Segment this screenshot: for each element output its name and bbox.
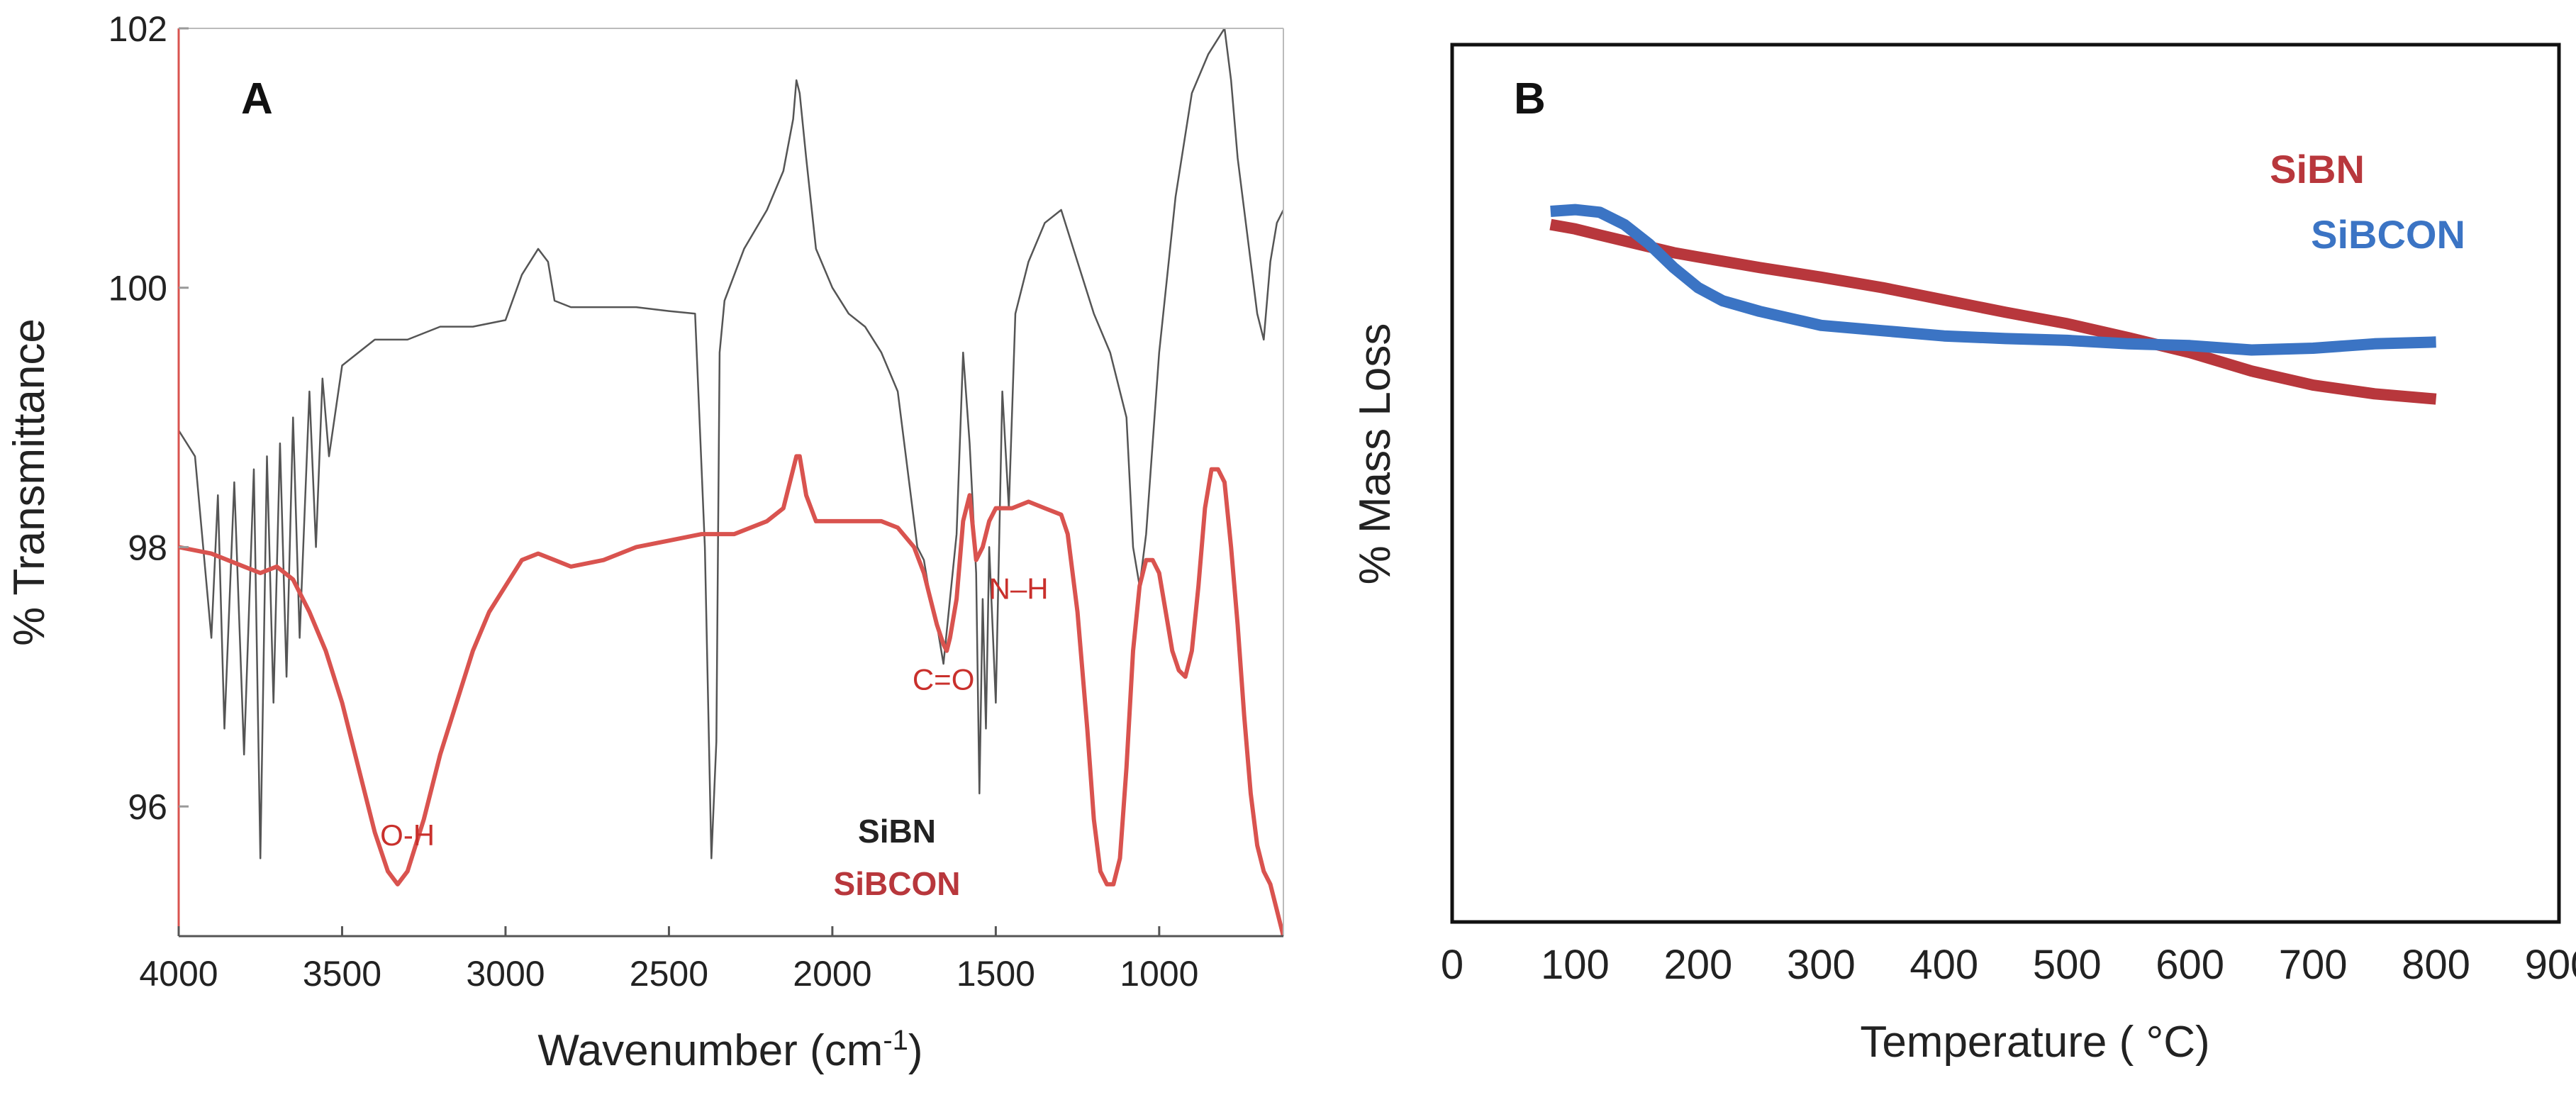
panel-b-line-sibcon bbox=[1550, 204, 2436, 356]
panel-a-x-tick-label: 4000 bbox=[139, 954, 218, 994]
panel-a-x-ticks: 4000 3500 3000 2500 2000 1500 1000 bbox=[139, 926, 1198, 994]
panel-b-x-ticks: 0 100 200 300 400 500 600 700 800 900 bbox=[1441, 942, 2576, 988]
panel-a-line-sibcon bbox=[179, 454, 1283, 936]
panel-a-x-tick-label: 3000 bbox=[466, 954, 545, 994]
panel-a-x-tick-label: 3500 bbox=[303, 954, 381, 994]
panel-b: 0 100 200 300 400 500 600 700 800 900 B SiBN SiBC… bbox=[1351, 43, 2576, 1067]
panel-b-x-label: Temperature ( °C) bbox=[1860, 1018, 2209, 1067]
panel-a-annotation: C=O bbox=[913, 663, 975, 696]
panel-a-x-tick-label: 2500 bbox=[630, 954, 708, 994]
panel-a-y-label: % Transmittance bbox=[5, 318, 54, 646]
panel-b-x-tick-label: 0 bbox=[1441, 942, 1463, 988]
panel-b-x-tick-label: 500 bbox=[2033, 942, 2102, 988]
panel-b-x-tick-label: 100 bbox=[1541, 942, 1610, 988]
panel-a-y-ticks: 96 98 100 102 bbox=[108, 9, 189, 827]
panel-a-y-tick-label: 96 bbox=[128, 787, 167, 827]
panel-b-legend-sibn: SiBN bbox=[2270, 147, 2365, 191]
panel-a-annotation: N–H bbox=[989, 572, 1049, 606]
panel-b-x-tick-label: 700 bbox=[2279, 942, 2348, 988]
panel-b-x-tick-label: 600 bbox=[2156, 942, 2224, 988]
panel-a-legend-sibn: SiBN bbox=[858, 813, 936, 850]
panel-a-x-tick-label: 1000 bbox=[1120, 954, 1198, 994]
panel-a-annotations: O-H C=O N–H bbox=[380, 572, 1048, 852]
panel-a-x-label: Wavenumber (cm-1) bbox=[537, 1025, 922, 1075]
panel-b-line-sibn bbox=[1549, 218, 2437, 405]
panel-b-frame bbox=[1450, 43, 2561, 924]
panel-a-y-tick-label: 100 bbox=[108, 269, 167, 309]
panel-b-series bbox=[1549, 204, 2437, 405]
panel-b-x-tick-label: 200 bbox=[1663, 942, 1732, 988]
panel-b-x-tick-label: 800 bbox=[2402, 942, 2470, 988]
panel-b-y-label: % Mass Loss bbox=[1351, 323, 1400, 585]
panel-b-x-tick-label: 400 bbox=[1909, 942, 1978, 988]
panel-a-x-tick-label: 2000 bbox=[793, 954, 871, 994]
panel-b-legend-sibcon: SiBCON bbox=[2311, 212, 2465, 257]
panel-a-y-tick-label: 98 bbox=[128, 528, 167, 567]
panel-a-y-tick-label: 102 bbox=[108, 9, 167, 49]
panel-b-x-tick-label: 300 bbox=[1787, 942, 1856, 988]
panel-a-line-sibn bbox=[179, 28, 1283, 860]
panel-a-x-tick-label: 1500 bbox=[957, 954, 1035, 994]
panel-a-annotation: O-H bbox=[380, 818, 435, 852]
panel-a: 4000 3500 3000 2500 2000 1500 1000 9698100102 … bbox=[5, 9, 1284, 1075]
panel-a-letter: A bbox=[241, 74, 273, 123]
panel-b-x-tick-label: 900 bbox=[2525, 942, 2576, 988]
panel-a-legend-sibcon: SiBCON bbox=[834, 865, 961, 902]
panel-b-letter: B bbox=[1514, 74, 1546, 123]
panel-a-series bbox=[179, 28, 1283, 936]
